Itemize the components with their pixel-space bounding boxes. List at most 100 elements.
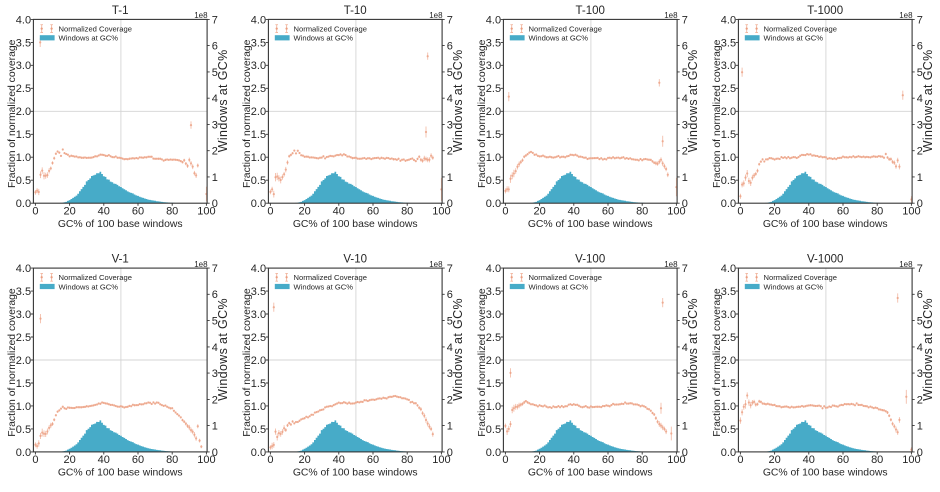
svg-text:2.0: 2.0: [16, 355, 31, 367]
svg-text:0.0: 0.0: [16, 198, 31, 210]
svg-text:100: 100: [902, 206, 920, 218]
svg-text:100: 100: [902, 454, 920, 466]
svg-text:Windows at GC%: Windows at GC%: [921, 49, 935, 152]
svg-text:6: 6: [212, 41, 218, 53]
svg-text:Windows at GC%: Windows at GC%: [764, 282, 824, 291]
svg-text:0: 0: [917, 198, 923, 210]
svg-text:20: 20: [768, 206, 780, 218]
svg-text:T-1: T-1: [112, 5, 129, 17]
svg-text:7: 7: [682, 263, 688, 275]
svg-text:0: 0: [212, 198, 218, 210]
svg-text:40: 40: [803, 454, 815, 466]
svg-text:1: 1: [682, 172, 688, 184]
svg-text:2.5: 2.5: [16, 83, 31, 95]
svg-text:5: 5: [682, 67, 688, 79]
svg-text:1e8: 1e8: [664, 260, 678, 269]
svg-text:80: 80: [401, 454, 413, 466]
svg-text:80: 80: [871, 454, 883, 466]
svg-text:3.0: 3.0: [251, 60, 266, 72]
svg-text:0: 0: [682, 198, 688, 210]
svg-text:3.0: 3.0: [721, 309, 736, 321]
svg-text:Normalized Coverage: Normalized Coverage: [529, 24, 602, 33]
svg-text:0: 0: [682, 447, 688, 459]
svg-text:Windows at GC%: Windows at GC%: [451, 298, 465, 401]
svg-text:2: 2: [682, 146, 688, 158]
svg-text:Windows at GC%: Windows at GC%: [216, 298, 230, 401]
svg-text:3.0: 3.0: [251, 309, 266, 321]
svg-text:1.5: 1.5: [721, 129, 736, 141]
svg-text:7: 7: [447, 14, 453, 26]
svg-text:1e8: 1e8: [194, 260, 208, 269]
svg-text:Windows at GC%: Windows at GC%: [686, 298, 700, 401]
svg-text:100: 100: [432, 206, 450, 218]
svg-text:1: 1: [212, 172, 218, 184]
svg-text:0: 0: [267, 206, 273, 218]
svg-text:4.0: 4.0: [16, 263, 31, 275]
svg-text:Windows at GC%: Windows at GC%: [59, 282, 119, 291]
svg-text:Normalized Coverage: Normalized Coverage: [529, 273, 602, 282]
svg-text:40: 40: [333, 206, 345, 218]
svg-text:1.0: 1.0: [16, 401, 31, 413]
svg-text:GC% of 100 base windows: GC% of 100 base windows: [763, 219, 888, 230]
svg-text:6: 6: [682, 41, 688, 53]
svg-text:0.0: 0.0: [251, 447, 266, 459]
svg-text:5: 5: [212, 67, 218, 79]
svg-text:1.0: 1.0: [486, 401, 501, 413]
svg-text:5: 5: [447, 67, 453, 79]
svg-text:20: 20: [63, 454, 75, 466]
svg-text:V-100: V-100: [575, 254, 605, 266]
svg-text:0.5: 0.5: [16, 175, 31, 187]
svg-text:0.5: 0.5: [486, 175, 501, 187]
svg-text:3: 3: [212, 119, 218, 131]
svg-text:20: 20: [63, 206, 75, 218]
svg-text:3.5: 3.5: [251, 286, 266, 298]
svg-text:7: 7: [447, 263, 453, 275]
svg-text:40: 40: [568, 454, 580, 466]
svg-text:3.0: 3.0: [486, 309, 501, 321]
svg-text:40: 40: [803, 206, 815, 218]
svg-text:4.0: 4.0: [721, 263, 736, 275]
svg-text:1: 1: [447, 421, 453, 433]
svg-text:3: 3: [212, 368, 218, 380]
svg-text:1.0: 1.0: [486, 152, 501, 164]
svg-text:0.0: 0.0: [16, 447, 31, 459]
svg-text:2.0: 2.0: [721, 106, 736, 118]
svg-text:1: 1: [917, 421, 923, 433]
svg-text:GC% of 100 base windows: GC% of 100 base windows: [528, 219, 653, 230]
svg-text:3.5: 3.5: [486, 286, 501, 298]
svg-text:1.5: 1.5: [16, 378, 31, 390]
svg-text:2.5: 2.5: [251, 83, 266, 95]
svg-text:2.5: 2.5: [16, 332, 31, 344]
svg-text:5: 5: [212, 316, 218, 328]
svg-text:1: 1: [447, 172, 453, 184]
svg-text:60: 60: [837, 454, 849, 466]
svg-text:7: 7: [917, 14, 923, 26]
svg-text:0: 0: [32, 206, 38, 218]
svg-text:Normalized Coverage: Normalized Coverage: [59, 24, 132, 33]
svg-text:4: 4: [447, 342, 453, 354]
svg-text:3: 3: [682, 119, 688, 131]
svg-text:Windows at GC%: Windows at GC%: [529, 34, 589, 43]
svg-text:Windows at GC%: Windows at GC%: [294, 34, 354, 43]
svg-text:2: 2: [917, 146, 923, 158]
svg-text:0: 0: [737, 454, 743, 466]
svg-text:1.5: 1.5: [486, 129, 501, 141]
svg-text:80: 80: [636, 454, 648, 466]
svg-text:3.0: 3.0: [16, 309, 31, 321]
svg-text:Fraction of normalized coverag: Fraction of normalized coverage: [7, 288, 18, 437]
svg-text:Fraction of normalized coverag: Fraction of normalized coverage: [712, 288, 723, 437]
svg-text:3.5: 3.5: [721, 286, 736, 298]
svg-text:80: 80: [401, 206, 413, 218]
svg-text:0.5: 0.5: [251, 424, 266, 436]
svg-text:Windows at GC%: Windows at GC%: [764, 34, 824, 43]
svg-text:6: 6: [447, 289, 453, 301]
svg-text:3: 3: [917, 119, 923, 131]
svg-text:4: 4: [212, 93, 218, 105]
svg-text:GC% of 100 base windows: GC% of 100 base windows: [293, 219, 418, 230]
svg-text:60: 60: [837, 206, 849, 218]
svg-text:5: 5: [917, 67, 923, 79]
svg-text:1e8: 1e8: [899, 11, 913, 20]
svg-text:3.0: 3.0: [16, 60, 31, 72]
svg-text:0.0: 0.0: [721, 198, 736, 210]
svg-text:2.5: 2.5: [251, 332, 266, 344]
